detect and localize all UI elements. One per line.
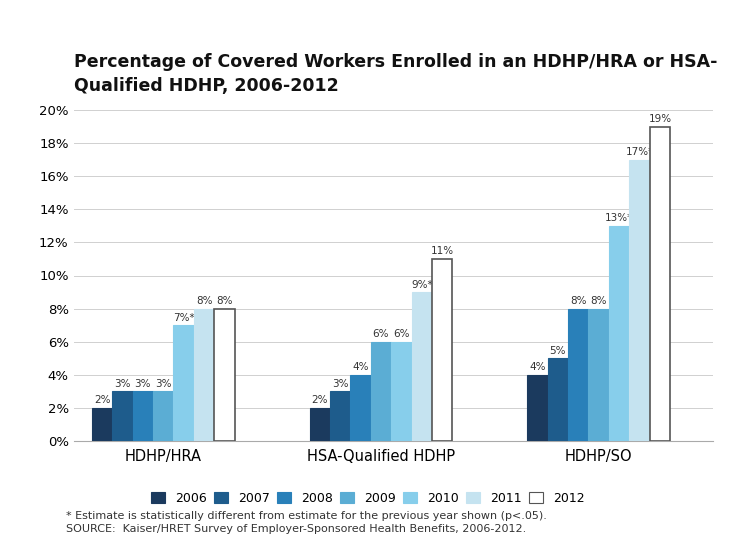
Text: SOURCE:  Kaiser/HRET Survey of Employer-Sponsored Health Benefits, 2006-2012.: SOURCE: Kaiser/HRET Survey of Employer-S… — [66, 525, 526, 534]
Text: FOUNDATION: FOUNDATION — [625, 534, 687, 543]
Text: 6%: 6% — [393, 329, 409, 339]
Text: 8%: 8% — [570, 296, 587, 306]
Text: 3%: 3% — [114, 379, 131, 389]
Text: 13%*: 13%* — [605, 213, 633, 224]
Bar — [215, 309, 234, 441]
Bar — [589, 309, 609, 441]
Text: KAISER: KAISER — [629, 511, 683, 524]
Text: * Estimate is statistically different from estimate for the previous year shown : * Estimate is statistically different fr… — [66, 511, 547, 521]
Text: 7%*: 7%* — [173, 312, 195, 323]
Text: 3%: 3% — [332, 379, 348, 389]
Bar — [609, 226, 629, 441]
Bar — [548, 358, 568, 441]
Bar — [412, 292, 432, 441]
Bar — [650, 127, 670, 441]
Legend: 2006, 2007, 2008, 2009, 2010, 2011, 2012: 2006, 2007, 2008, 2009, 2010, 2011, 2012 — [146, 487, 589, 510]
Text: 3%: 3% — [155, 379, 171, 389]
Text: Percentage of Covered Workers Enrolled in an HDHP/HRA or HSA-
Qualified HDHP, 20: Percentage of Covered Workers Enrolled i… — [74, 53, 717, 95]
Text: 8%: 8% — [196, 296, 212, 306]
Text: 19%: 19% — [648, 114, 672, 125]
Text: 9%*: 9%* — [411, 279, 433, 290]
Text: 17%*: 17%* — [625, 147, 653, 158]
Bar — [351, 375, 370, 441]
Text: 3%: 3% — [135, 379, 151, 389]
Bar — [309, 408, 330, 441]
Bar — [92, 408, 112, 441]
Text: 8%: 8% — [216, 296, 233, 306]
Bar — [568, 309, 589, 441]
Bar — [629, 160, 650, 441]
Text: 4%: 4% — [352, 362, 369, 372]
Bar — [432, 259, 453, 441]
Bar — [370, 342, 391, 441]
Text: 8%: 8% — [590, 296, 607, 306]
Bar — [527, 375, 548, 441]
Text: 2%: 2% — [94, 395, 110, 406]
Text: FAMILY: FAMILY — [630, 521, 682, 534]
Bar — [173, 325, 194, 441]
Bar — [391, 342, 412, 441]
Text: 5%: 5% — [550, 345, 566, 356]
Bar — [133, 391, 153, 441]
Text: 11%: 11% — [431, 246, 453, 257]
Text: 6%: 6% — [373, 329, 390, 339]
Bar — [194, 309, 215, 441]
Bar — [153, 391, 173, 441]
Text: THE HENRY J.: THE HENRY J. — [633, 504, 679, 510]
Text: 2%: 2% — [312, 395, 328, 406]
Bar — [112, 391, 133, 441]
Bar — [330, 391, 351, 441]
Text: 4%: 4% — [529, 362, 545, 372]
